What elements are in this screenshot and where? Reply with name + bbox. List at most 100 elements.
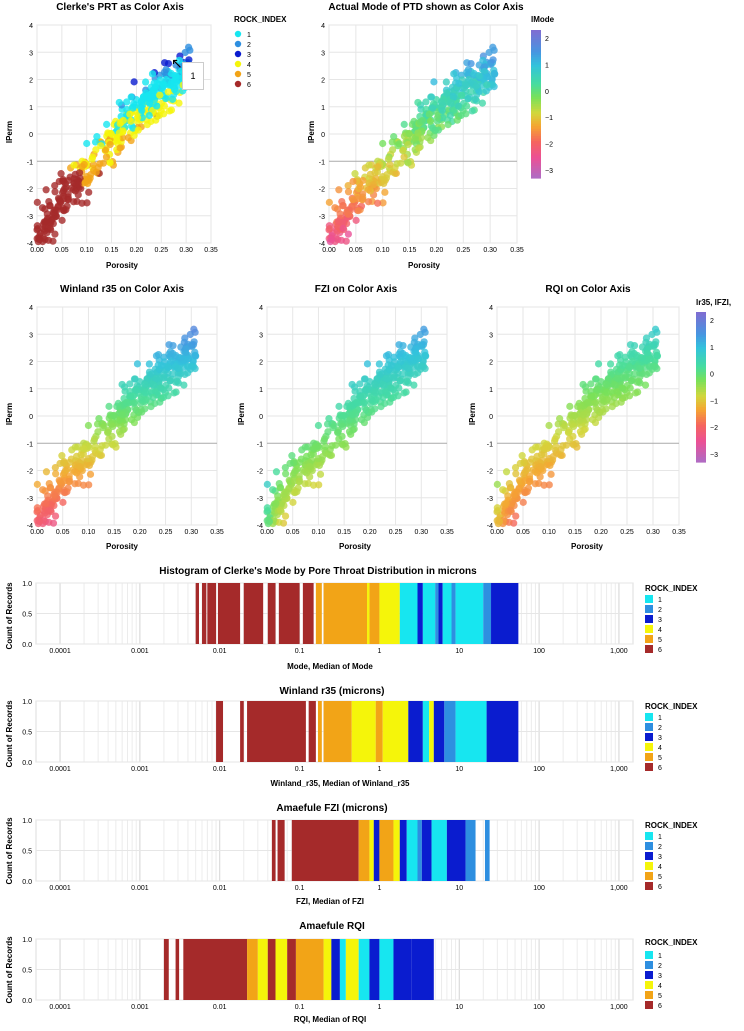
x-tick-label: 0.30 — [646, 529, 660, 536]
x-tick-label: 0.20 — [594, 529, 608, 536]
histogram-bar — [275, 939, 288, 1000]
histogram-amaefule-fzi: Amaefule FZI (microns) FZI, Median of FZ… — [5, 803, 698, 906]
data-point — [115, 129, 123, 137]
data-point — [653, 351, 661, 360]
data-point — [51, 188, 59, 196]
legend-label: 5 — [658, 993, 662, 1000]
x-tick-label: 0.35 — [440, 529, 454, 536]
gradient-step — [531, 86, 541, 90]
legend-label: 1 — [658, 953, 662, 960]
gradient-step — [531, 170, 541, 174]
data-point — [580, 426, 588, 434]
data-point — [104, 428, 112, 436]
data-point — [109, 441, 117, 449]
data-point — [101, 146, 110, 154]
legend-swatch — [645, 605, 653, 613]
data-point — [73, 452, 81, 460]
data-point — [523, 465, 532, 473]
data-point — [69, 186, 78, 194]
data-point — [62, 183, 70, 191]
data-point — [611, 381, 619, 389]
x-tick-label: 0.00 — [30, 247, 44, 254]
x-tick-label: 0.30 — [414, 529, 428, 536]
histogram-bar — [421, 820, 432, 881]
data-point — [165, 107, 174, 115]
data-point — [315, 461, 323, 470]
data-point — [339, 201, 347, 210]
data-point — [118, 411, 126, 419]
legend-label: 4 — [658, 864, 662, 871]
data-point — [626, 350, 635, 358]
gradient-step — [531, 69, 541, 73]
data-point — [410, 381, 418, 389]
data-point — [591, 375, 600, 383]
data-point — [569, 422, 578, 431]
histogram-bar — [465, 820, 476, 881]
data-point — [303, 452, 311, 460]
gradient-step — [531, 138, 541, 142]
gradient-step — [531, 94, 541, 98]
data-point — [556, 415, 564, 423]
data-point — [591, 399, 599, 407]
gradient-step — [531, 148, 541, 152]
chart-title: Amaefule FZI (microns) — [276, 803, 387, 814]
legend-swatch — [645, 625, 653, 633]
hover-tooltip: 1 — [182, 62, 204, 90]
data-point — [394, 392, 402, 400]
x-tick-label: 0.20 — [430, 247, 444, 254]
data-point — [380, 179, 388, 188]
gradient-step — [696, 402, 706, 406]
x-tick-label: 0.15 — [107, 529, 121, 536]
gradient-step — [531, 76, 541, 80]
gradient-tick-label: −2 — [545, 142, 553, 149]
data-point — [315, 481, 323, 489]
data-point — [191, 351, 200, 360]
legend-swatch — [234, 40, 242, 48]
y-tick-label: 0 — [489, 414, 493, 421]
data-point — [335, 186, 343, 194]
y-tick-label: 3 — [259, 332, 263, 339]
legend-label: 5 — [658, 637, 662, 644]
data-point — [382, 352, 391, 360]
data-point — [143, 121, 151, 129]
y-tick-label: -2 — [27, 187, 33, 194]
data-point — [614, 352, 622, 360]
x-tick-label: 0.05 — [56, 529, 70, 536]
x-tick-label: 0.0001 — [49, 885, 71, 892]
data-point — [320, 437, 328, 445]
data-point — [281, 512, 290, 520]
data-point — [359, 392, 367, 400]
histogram-bar — [257, 939, 268, 1000]
data-point — [407, 354, 415, 362]
data-point — [362, 406, 370, 414]
data-point — [84, 179, 92, 188]
x-tick-label: 10 — [455, 885, 463, 892]
data-point — [418, 116, 426, 125]
data-point — [390, 133, 398, 141]
data-point — [118, 380, 126, 389]
data-point — [149, 393, 157, 402]
data-point — [123, 98, 131, 106]
data-point — [334, 217, 342, 226]
gradient-step — [531, 108, 541, 112]
gradient-step — [696, 332, 706, 336]
data-point — [99, 159, 108, 167]
y-tick-label: -4 — [257, 523, 263, 530]
data-point — [92, 146, 100, 154]
data-point — [395, 350, 403, 358]
data-point — [454, 102, 462, 110]
data-point — [434, 126, 443, 134]
data-point — [545, 455, 553, 463]
data-point — [102, 441, 110, 449]
data-point — [577, 416, 585, 424]
data-point — [39, 486, 47, 494]
y-tick-label: -3 — [319, 214, 325, 221]
x-tick-label: 0.25 — [159, 529, 173, 536]
data-point — [169, 370, 177, 378]
y-tick-label: 1.0 — [22, 818, 32, 825]
gradient-step — [696, 334, 706, 338]
data-point — [293, 465, 301, 473]
data-point — [132, 406, 140, 414]
data-point — [533, 452, 541, 460]
data-point — [71, 480, 79, 488]
